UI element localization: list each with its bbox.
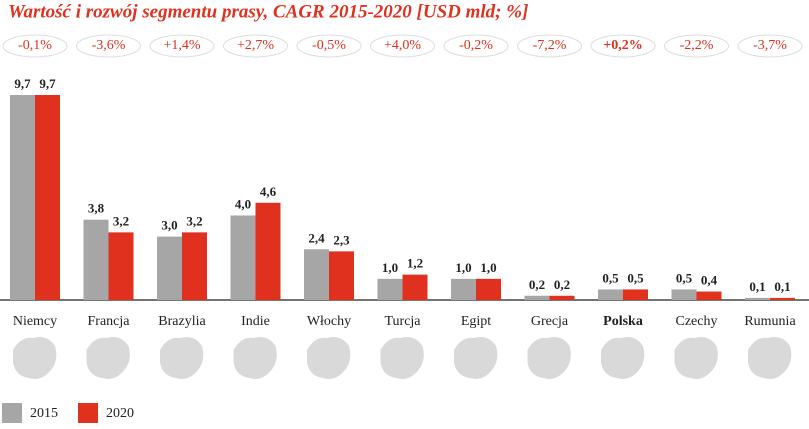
x-tick-label: Egipt: [461, 314, 491, 329]
annotation: -0,5%: [312, 38, 346, 53]
annotation-ellipse: [223, 34, 288, 58]
country-icon: [601, 337, 645, 379]
annotation-ellipse: [370, 34, 435, 58]
value-label: 0,1: [749, 279, 765, 294]
bar: [451, 278, 476, 300]
value-label: 3,2: [186, 213, 202, 228]
annotation: +4,0%: [384, 38, 421, 53]
annotation-ellipse: [517, 34, 582, 58]
bar: [10, 95, 35, 300]
bar: [745, 297, 770, 300]
country-icon: [307, 337, 351, 379]
bar: [255, 202, 281, 300]
value-label: 2,3: [333, 232, 350, 247]
annotation: +2,7%: [237, 38, 274, 53]
legend-label: 2015: [30, 406, 58, 421]
x-tick-label: Czechy: [676, 314, 718, 329]
value-label: 9,7: [14, 76, 31, 91]
bar: [182, 232, 207, 300]
annotation: +1,4%: [163, 38, 200, 53]
bar: [83, 219, 109, 300]
value-label: 1,0: [455, 260, 471, 275]
legend-label: 2020: [106, 406, 134, 421]
bar: [304, 249, 329, 300]
value-label: 3,2: [113, 213, 129, 228]
x-tick-label: Włochy: [307, 314, 351, 329]
value-label: 4,6: [260, 184, 277, 199]
country-icon: [13, 337, 57, 379]
value-label: 1,0: [480, 260, 496, 275]
x-tick-label: Rumunia: [744, 314, 796, 329]
chart-title: Wartość i rozwój segmentu prasy, CAGR 20…: [8, 1, 528, 22]
annotation-ellipse: [296, 34, 362, 58]
bar: [377, 278, 403, 300]
x-tick-label: Niemcy: [13, 314, 57, 329]
value-label: 0,4: [701, 273, 718, 288]
country-icon: [86, 337, 130, 379]
bar: [35, 95, 60, 300]
x-tick-label: Francja: [88, 314, 131, 329]
bar: [671, 289, 697, 300]
bar: [329, 251, 354, 300]
x-tick-label: Polska: [603, 314, 643, 329]
annotation-ellipse: [664, 34, 729, 58]
x-tick-label: Brazylia: [158, 314, 206, 329]
bar: [623, 289, 648, 300]
value-label: 0,1: [774, 279, 790, 294]
annotation-ellipse: [590, 34, 656, 58]
bar: [524, 295, 550, 300]
x-tick-label: Grecja: [531, 314, 569, 329]
annotation: -0,2%: [459, 38, 493, 53]
value-label: 3,0: [161, 218, 177, 233]
country-icon: [380, 337, 424, 379]
x-tick-label: Indie: [241, 314, 270, 329]
annotation-ellipse: [443, 34, 509, 58]
annotation: -2,2%: [680, 38, 714, 53]
value-label: 0,2: [529, 277, 545, 292]
bar: [598, 289, 623, 300]
x-tick-label: Turcja: [384, 314, 421, 329]
value-label: 0,5: [627, 270, 644, 285]
legend-swatch: [2, 403, 22, 423]
bar: [157, 236, 182, 300]
annotation-ellipse: [2, 34, 68, 58]
country-icon: [233, 337, 277, 379]
country-icon: [160, 337, 204, 379]
bar: [696, 291, 722, 300]
country-icon: [527, 337, 571, 379]
value-label: 0,5: [676, 270, 693, 285]
bar: [549, 295, 575, 300]
value-label: 1,2: [407, 256, 423, 271]
bar: [230, 215, 256, 300]
annotation: -7,2%: [533, 38, 567, 53]
value-label: 0,5: [602, 270, 619, 285]
value-label: 4,0: [235, 196, 251, 211]
value-label: 9,7: [39, 76, 56, 91]
bar: [770, 297, 795, 300]
annotation-ellipse: [737, 34, 803, 58]
annotation: -3,6%: [92, 38, 126, 53]
country-icon: [674, 337, 718, 379]
annotation: -0,1%: [18, 38, 52, 53]
value-label: 0,2: [554, 277, 570, 292]
legend-swatch: [78, 403, 98, 423]
value-label: 1,0: [382, 260, 398, 275]
annotation: -3,7%: [753, 38, 787, 53]
annotation-ellipse: [149, 34, 215, 58]
bar: [476, 278, 501, 300]
bar: [108, 232, 134, 300]
annotation: +0,2%: [603, 38, 642, 53]
country-icon: [748, 337, 792, 379]
country-icon: [454, 337, 498, 379]
annotation-ellipse: [76, 34, 141, 58]
value-label: 3,8: [88, 201, 105, 216]
value-label: 2,4: [308, 230, 325, 245]
bar: [402, 274, 428, 300]
